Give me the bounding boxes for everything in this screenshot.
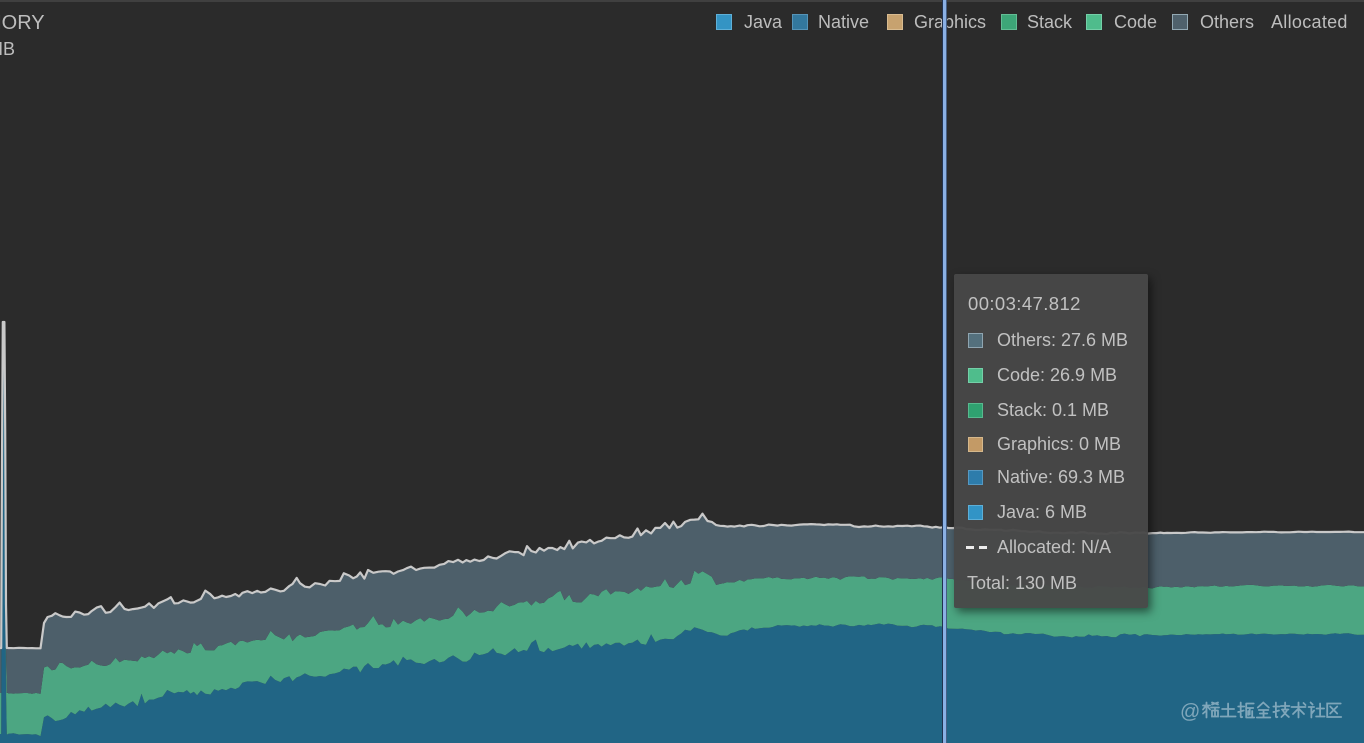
svg-text:@: @ — [1180, 701, 1200, 723]
